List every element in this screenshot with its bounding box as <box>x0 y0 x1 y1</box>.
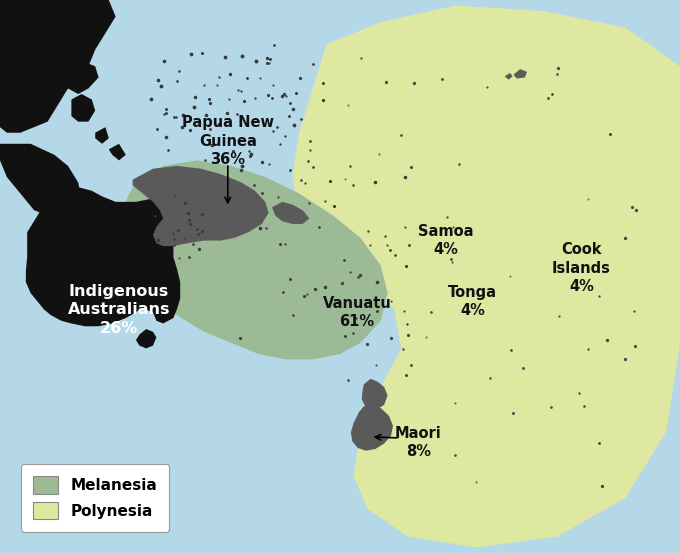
Polygon shape <box>109 144 126 160</box>
Polygon shape <box>292 6 680 547</box>
Polygon shape <box>68 216 82 232</box>
Text: Indigenous
Australians
26%: Indigenous Australians 26% <box>68 284 170 336</box>
Polygon shape <box>505 73 513 80</box>
Polygon shape <box>68 61 99 94</box>
Text: Papua New
Guinea
36%: Papua New Guinea 36% <box>182 115 274 167</box>
Text: Maori
8%: Maori 8% <box>395 426 441 459</box>
Polygon shape <box>513 69 527 79</box>
Text: Cook
Islands
4%: Cook Islands 4% <box>552 242 611 294</box>
Polygon shape <box>71 94 95 122</box>
Text: Tonga
4%: Tonga 4% <box>448 285 497 318</box>
Polygon shape <box>122 160 388 359</box>
Legend: Melanesia, Polynesia: Melanesia, Polynesia <box>21 464 169 531</box>
Polygon shape <box>26 185 184 326</box>
Text: Vanuatu
61%: Vanuatu 61% <box>322 296 392 329</box>
Polygon shape <box>0 0 116 133</box>
Polygon shape <box>351 405 393 451</box>
Polygon shape <box>95 127 109 144</box>
Polygon shape <box>136 329 156 348</box>
Polygon shape <box>48 216 61 232</box>
Polygon shape <box>0 144 82 216</box>
Text: Samoa
4%: Samoa 4% <box>418 224 473 257</box>
Polygon shape <box>272 202 309 224</box>
Polygon shape <box>362 379 388 410</box>
Polygon shape <box>133 166 269 246</box>
